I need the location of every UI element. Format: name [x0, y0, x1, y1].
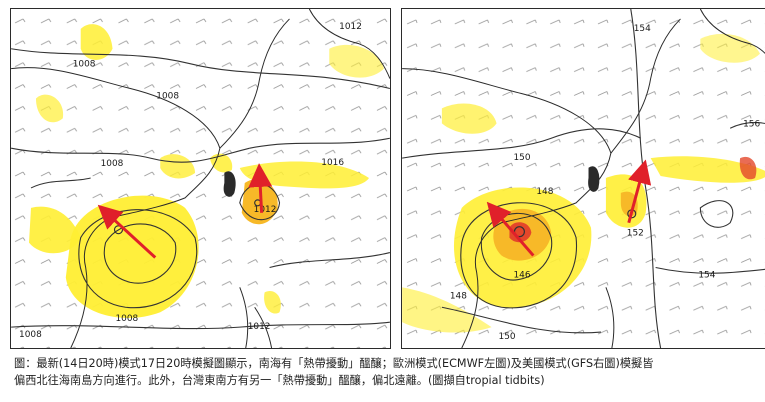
isobar-label: 1008 [73, 60, 96, 70]
track-arrow [627, 159, 652, 224]
isobar-label: 1012 [254, 205, 277, 215]
ecmwf-map: 1012 1008 1008 1008 1016 1012 1008 1012 … [11, 9, 390, 348]
isobar-label: 1016 [321, 158, 344, 168]
contour-label: 146 [513, 270, 530, 280]
isobar-label: 1008 [116, 314, 139, 324]
isobar-label: 1008 [156, 91, 179, 101]
contour-label: 148 [450, 291, 467, 301]
contour-label: 152 [627, 229, 644, 239]
isobar-label: 1008 [101, 159, 124, 169]
precipitation-shading [29, 24, 384, 318]
isobar-label: 1012 [248, 322, 271, 332]
caption-line-1: 圖：最新(14日20時)模式17日20時模擬圖顯示，南海有「熱帶擾動」醞釀；歐洲… [14, 357, 654, 370]
ecmwf-map-panel: 1012 1008 1008 1008 1016 1012 1008 1012 … [10, 8, 391, 349]
contour-label: 156 [743, 119, 760, 129]
track-arrow [97, 204, 157, 259]
track-arrow [486, 201, 535, 257]
coastlines [11, 9, 390, 348]
isobar-label: 1012 [339, 22, 362, 32]
coastlines [402, 9, 765, 348]
contour-label: 150 [499, 332, 516, 342]
isobar-label: 1008 [19, 330, 42, 340]
contour-label: 154 [634, 24, 651, 34]
contour-label: 150 [513, 153, 530, 163]
contour-label: 148 [536, 187, 553, 197]
gfs-map-panel: 154 156 150 148 152 146 154 148 150 [401, 8, 765, 349]
gfs-map: 154 156 150 148 152 146 154 148 150 [402, 9, 765, 348]
contour-label: 154 [698, 270, 715, 280]
caption-line-2: 偏西北往海南島方向進行。此外，台灣東南方有另一「熱帶擾動」醞釀，偏北遠離。(圖擷… [14, 374, 545, 387]
track-arrow [248, 163, 273, 213]
isobars [11, 48, 390, 330]
figure-caption: 圖：最新(14日20時)模式17日20時模擬圖顯示，南海有「熱帶擾動」醞釀；歐洲… [14, 355, 754, 389]
